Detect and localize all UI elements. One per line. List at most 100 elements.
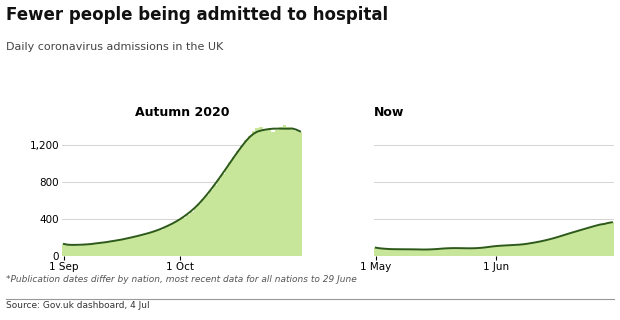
Bar bbox=[440, 249, 443, 256]
Bar bbox=[112, 241, 116, 256]
Bar bbox=[575, 231, 579, 256]
Bar bbox=[128, 238, 131, 256]
Text: Fewer people being admitted to hospital: Fewer people being admitted to hospital bbox=[6, 6, 388, 24]
Bar bbox=[405, 249, 409, 256]
Bar bbox=[451, 248, 455, 256]
Bar bbox=[409, 249, 412, 256]
Bar bbox=[89, 244, 93, 256]
Bar bbox=[513, 246, 517, 256]
Bar bbox=[571, 232, 575, 256]
Bar bbox=[62, 244, 66, 256]
Bar bbox=[124, 239, 128, 256]
Bar bbox=[162, 228, 167, 256]
Bar bbox=[252, 131, 255, 256]
Bar bbox=[294, 131, 298, 256]
Bar bbox=[74, 244, 78, 256]
Bar bbox=[428, 250, 432, 256]
Bar bbox=[424, 250, 428, 256]
Bar bbox=[467, 249, 471, 256]
Bar bbox=[81, 245, 85, 256]
Bar bbox=[66, 245, 69, 256]
Bar bbox=[505, 245, 509, 256]
Bar bbox=[298, 132, 302, 256]
Bar bbox=[159, 229, 162, 256]
Title: Autumn 2020: Autumn 2020 bbox=[135, 106, 229, 119]
Bar bbox=[143, 234, 147, 256]
Bar bbox=[197, 204, 202, 256]
Bar bbox=[275, 130, 279, 256]
Bar bbox=[182, 218, 186, 256]
Bar bbox=[283, 125, 286, 256]
Bar bbox=[436, 249, 440, 256]
Bar bbox=[401, 249, 405, 256]
Bar bbox=[217, 179, 221, 256]
Bar bbox=[97, 243, 100, 256]
Bar bbox=[471, 249, 474, 256]
Bar bbox=[69, 245, 74, 256]
Bar bbox=[463, 248, 467, 256]
Bar bbox=[602, 223, 606, 256]
Bar bbox=[443, 248, 448, 256]
Bar bbox=[202, 199, 205, 256]
Bar bbox=[193, 208, 197, 256]
Bar bbox=[536, 242, 540, 256]
Bar bbox=[286, 127, 290, 256]
Bar bbox=[448, 248, 451, 256]
Bar bbox=[455, 248, 459, 256]
Bar bbox=[417, 250, 420, 256]
Bar bbox=[213, 185, 217, 256]
Bar bbox=[587, 228, 591, 256]
Bar bbox=[521, 244, 525, 256]
Bar bbox=[167, 226, 170, 256]
Bar bbox=[279, 127, 283, 256]
Bar bbox=[85, 244, 89, 256]
Bar bbox=[610, 222, 614, 256]
Bar bbox=[244, 140, 248, 256]
Bar bbox=[116, 240, 120, 256]
Bar bbox=[544, 240, 548, 256]
Bar bbox=[190, 212, 193, 256]
Bar bbox=[560, 236, 564, 256]
Bar bbox=[598, 224, 602, 256]
Bar bbox=[105, 242, 108, 256]
Bar bbox=[583, 229, 587, 256]
Bar bbox=[108, 242, 112, 256]
Bar bbox=[240, 146, 244, 256]
Bar bbox=[432, 249, 436, 256]
Bar bbox=[474, 248, 479, 256]
Bar bbox=[93, 244, 97, 256]
Bar bbox=[374, 248, 378, 256]
Bar bbox=[552, 238, 556, 256]
Bar bbox=[140, 235, 143, 256]
Text: Source: Gov.uk dashboard, 4 Jul: Source: Gov.uk dashboard, 4 Jul bbox=[6, 301, 150, 310]
Bar bbox=[378, 248, 382, 256]
Bar bbox=[393, 250, 397, 256]
Bar bbox=[606, 223, 610, 256]
Bar bbox=[174, 221, 178, 256]
Text: Now: Now bbox=[374, 106, 404, 119]
Bar bbox=[209, 190, 213, 256]
Bar bbox=[389, 249, 393, 256]
Bar bbox=[386, 249, 389, 256]
Text: Daily coronavirus admissions in the UK: Daily coronavirus admissions in the UK bbox=[6, 42, 223, 52]
Bar bbox=[228, 162, 232, 256]
Bar bbox=[290, 129, 294, 256]
Bar bbox=[412, 249, 417, 256]
Bar bbox=[271, 132, 275, 256]
Bar bbox=[533, 243, 536, 256]
Bar bbox=[264, 129, 267, 256]
Bar bbox=[397, 250, 401, 256]
Bar bbox=[151, 232, 155, 256]
Text: *Publication dates differ by nation, most recent data for all nations to 29 June: *Publication dates differ by nation, mos… bbox=[6, 275, 357, 284]
Bar bbox=[136, 236, 140, 256]
Bar bbox=[595, 225, 598, 256]
Bar bbox=[232, 157, 236, 256]
Bar bbox=[486, 247, 490, 256]
Bar bbox=[564, 235, 567, 256]
Bar bbox=[556, 237, 560, 256]
Bar bbox=[420, 250, 424, 256]
Bar bbox=[178, 220, 182, 256]
Bar bbox=[120, 239, 124, 256]
Bar bbox=[509, 245, 513, 256]
Bar bbox=[529, 243, 533, 256]
